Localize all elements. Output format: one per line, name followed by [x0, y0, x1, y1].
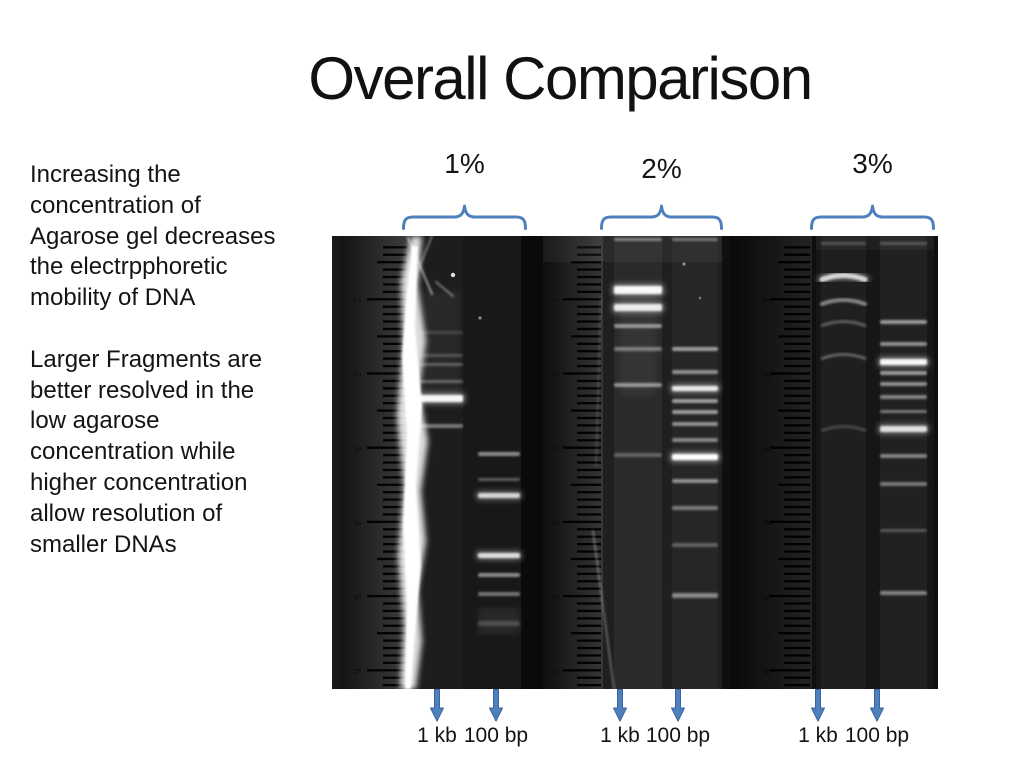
svg-text:2: 2	[351, 372, 362, 378]
svg-text:2: 2	[550, 372, 561, 378]
notes-text: Increasing the concentration of Agarose …	[30, 161, 276, 558]
down-arrow-icon	[810, 689, 826, 722]
svg-text:3: 3	[550, 446, 561, 452]
svg-text:1: 1	[761, 297, 772, 303]
svg-text:5: 5	[351, 594, 362, 600]
brace-bracket-2pct	[600, 204, 723, 230]
svg-text:6: 6	[351, 668, 362, 674]
marker-label: 1 kb	[600, 724, 640, 747]
svg-text:4: 4	[761, 520, 772, 526]
gel-photo: 1 2 3 4 5 6 1 2 3 4 5 6 1 2 3 4 5 6	[332, 236, 938, 689]
svg-text:4: 4	[550, 520, 561, 526]
slide-title: Overall Comparison	[308, 45, 813, 112]
marker-label: 1 kb	[798, 724, 838, 747]
svg-text:3: 3	[761, 446, 772, 452]
gel-label-3pct: 3%	[852, 148, 893, 179]
svg-text:1: 1	[351, 297, 362, 303]
down-arrow-icon	[869, 689, 885, 722]
down-arrow-icon	[488, 689, 504, 722]
marker-label: 1 kb	[417, 724, 457, 747]
marker-label: 100 bp	[844, 724, 910, 747]
down-arrow-icon	[670, 689, 686, 722]
gel-label-2pct: 2%	[641, 153, 682, 184]
down-arrow-icon	[429, 689, 445, 722]
svg-text:2: 2	[761, 372, 772, 378]
gel-label-1pct: 1%	[444, 148, 485, 179]
svg-text:4: 4	[351, 520, 362, 526]
down-arrow-icon	[612, 689, 628, 722]
brace-bracket-1pct	[402, 204, 527, 230]
svg-text:3: 3	[351, 446, 362, 452]
svg-text:1: 1	[550, 297, 561, 303]
svg-text:5: 5	[761, 594, 772, 600]
svg-text:5: 5	[550, 594, 561, 600]
svg-text:6: 6	[550, 668, 561, 674]
marker-label: 100 bp	[463, 724, 529, 747]
svg-text:6: 6	[761, 668, 772, 674]
brace-bracket-3pct	[810, 204, 935, 230]
marker-label: 100 bp	[645, 724, 711, 747]
